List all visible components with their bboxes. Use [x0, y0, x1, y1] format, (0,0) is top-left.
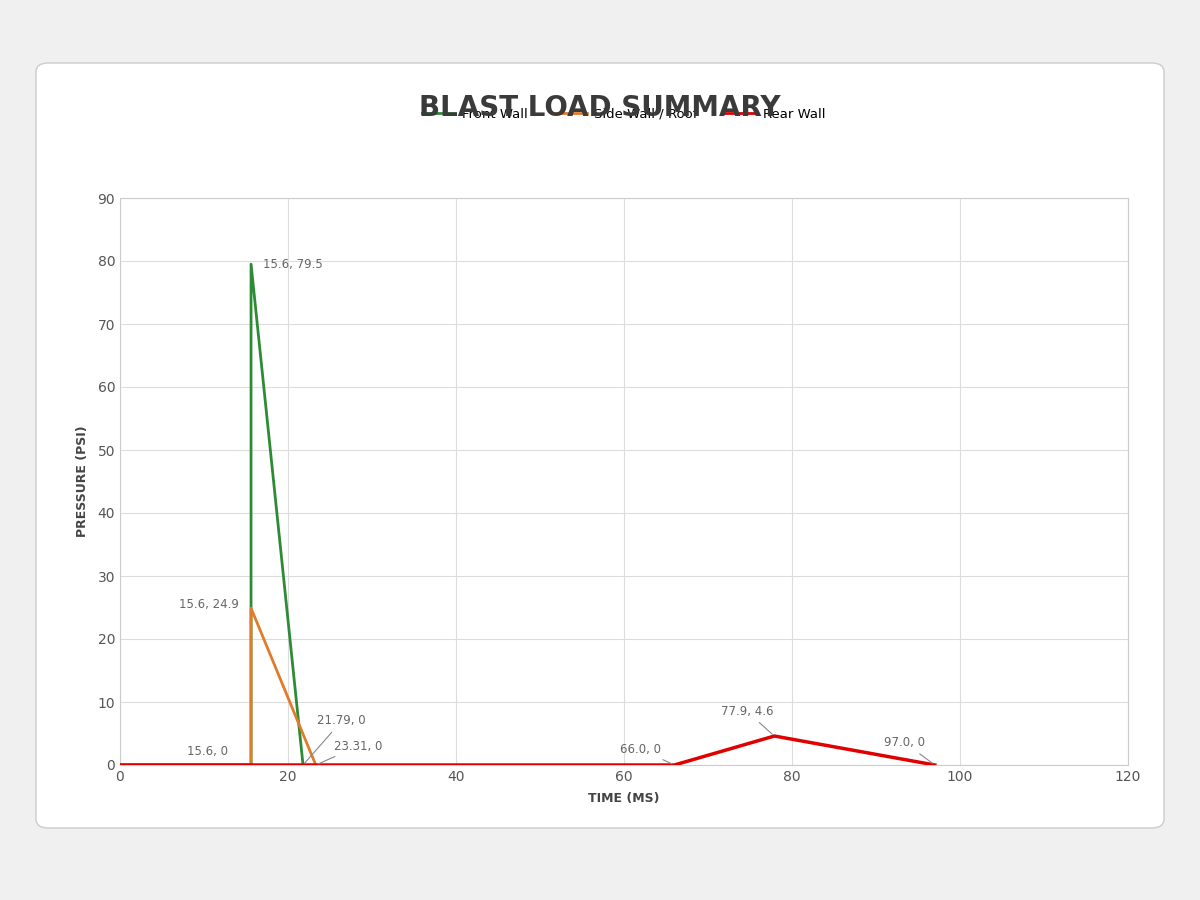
Text: 97.0, 0: 97.0, 0 [884, 736, 932, 763]
Text: 15.6, 0: 15.6, 0 [187, 744, 228, 758]
Text: 77.9, 4.6: 77.9, 4.6 [720, 705, 773, 734]
Text: 15.6, 79.5: 15.6, 79.5 [263, 257, 323, 271]
Legend: Front Wall, Side Wall / Roof, Rear Wall: Front Wall, Side Wall / Roof, Rear Wall [418, 103, 830, 126]
Text: 66.0, 0: 66.0, 0 [619, 742, 672, 764]
Text: BLAST LOAD SUMMARY: BLAST LOAD SUMMARY [419, 94, 781, 122]
Text: 23.31, 0: 23.31, 0 [318, 740, 383, 764]
X-axis label: TIME (MS): TIME (MS) [588, 792, 660, 806]
Y-axis label: PRESSURE (PSI): PRESSURE (PSI) [76, 426, 89, 537]
Text: 15.6, 24.9: 15.6, 24.9 [179, 598, 239, 611]
Text: 21.79, 0: 21.79, 0 [305, 715, 366, 763]
